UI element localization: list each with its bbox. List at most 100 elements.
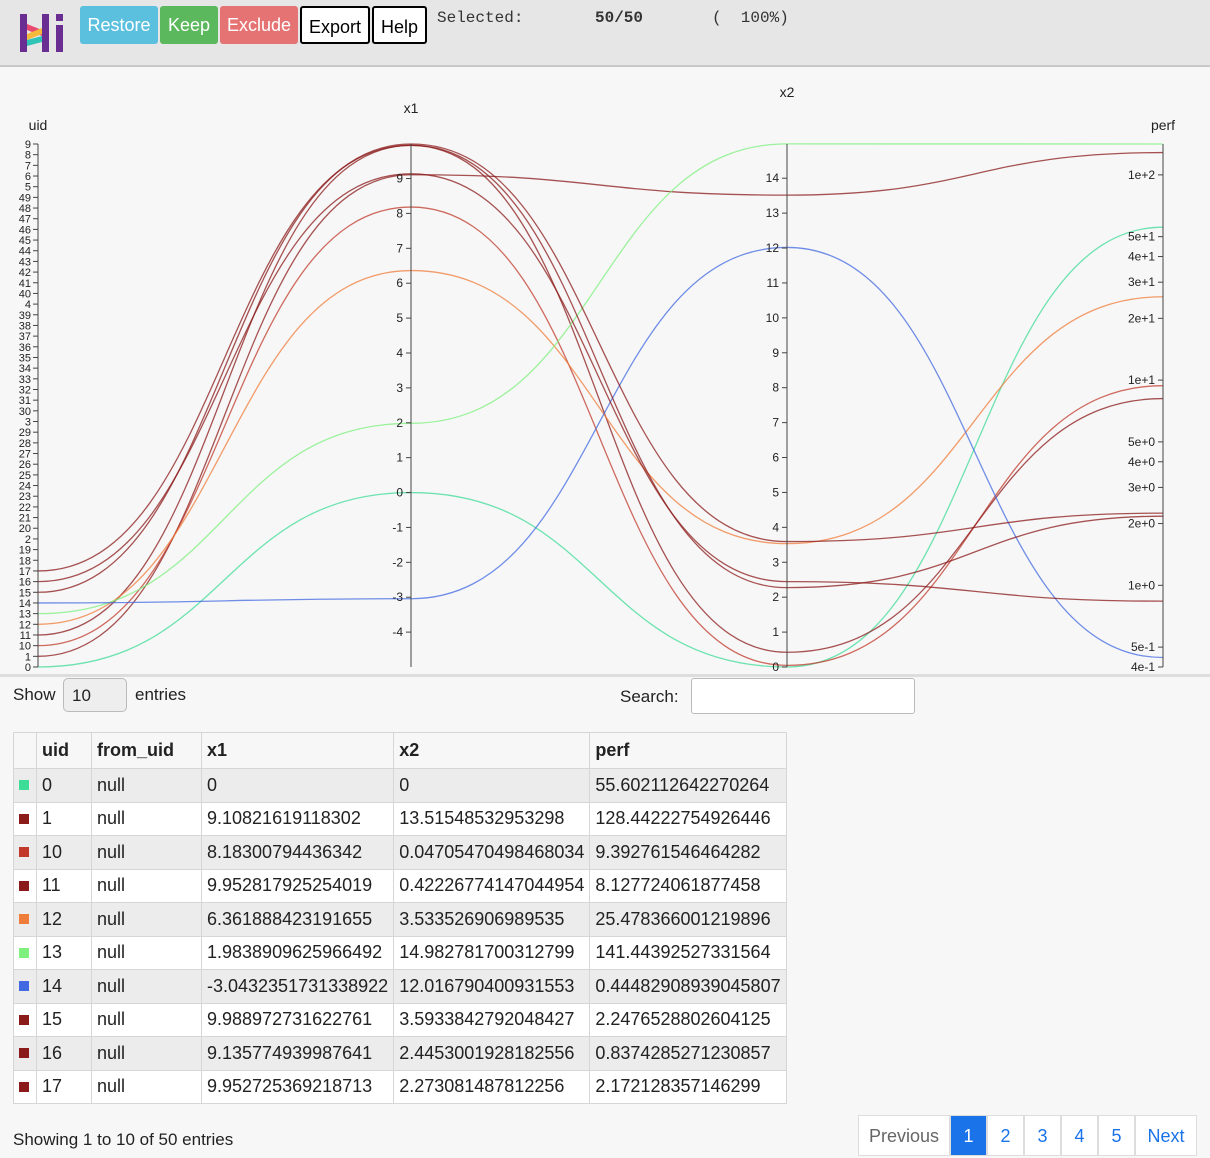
- table-row: 14 null -3.0432351731338922 12.016790400931…: [13, 969, 787, 1004]
- tick-label: 9: [396, 172, 403, 186]
- uid-tick-label: 9: [25, 139, 31, 151]
- uid-tick-label: 25: [19, 470, 31, 482]
- uid-tick-label: 45: [19, 235, 31, 247]
- uid-tick-label: 30: [19, 406, 31, 418]
- uid-tick-label: 28: [19, 438, 31, 450]
- table-cell: 2.2476528802604125: [589, 1002, 787, 1037]
- tick-label: 1e+1: [1128, 373, 1155, 387]
- color-swatch: [19, 1081, 29, 1092]
- color-swatch: [19, 880, 29, 891]
- uid-tick-label: 33: [19, 374, 31, 386]
- table-cell: 55.602112642270264: [589, 768, 787, 803]
- tick-label: 5e+0: [1128, 435, 1155, 449]
- exclude-button[interactable]: Exclude: [220, 6, 298, 44]
- page-button[interactable]: 3: [1024, 1115, 1061, 1156]
- data-line: [37, 143, 1164, 615]
- column-header[interactable]: x2: [393, 732, 591, 769]
- column-header[interactable]: perf: [589, 732, 787, 769]
- table-cell: 0.8374285271230857: [589, 1036, 787, 1071]
- uid-tick-label: 40: [19, 288, 31, 300]
- page-button[interactable]: 5: [1098, 1115, 1135, 1156]
- table-cell: -3.0432351731338922: [200, 969, 395, 1004]
- column-header[interactable]: x1: [200, 732, 395, 769]
- table-cell: 2.4453001928182556: [393, 1036, 591, 1071]
- uid-tick-label: 47: [19, 214, 31, 226]
- table-cell: 2.172128357146299: [589, 1069, 787, 1104]
- table-cell: 0: [200, 768, 395, 803]
- tick-label: 2e+1: [1128, 311, 1155, 325]
- uid-tick-label: 12: [19, 619, 31, 631]
- tick-label: 4e-1: [1131, 660, 1155, 674]
- column-header[interactable]: uid: [36, 732, 92, 769]
- tick-label: 4: [396, 346, 403, 360]
- color-cell: [13, 935, 37, 970]
- table-cell: 0.44482908939045807: [589, 969, 787, 1004]
- uid-tick-label: 26: [19, 459, 31, 471]
- data-line: [37, 269, 1164, 625]
- table-cell: 3.533526906989535: [393, 902, 591, 937]
- table-info: Showing 1 to 10 of 50 entries: [13, 1130, 234, 1149]
- uid-tick-label: 18: [19, 555, 31, 567]
- uid-tick-label: 23: [19, 491, 31, 503]
- uid-tick-label: 4: [25, 299, 31, 311]
- tick-label: 2e+0: [1128, 517, 1155, 531]
- export-button[interactable]: Export: [300, 6, 370, 44]
- selected-pct: ( 100%): [712, 9, 789, 27]
- color-swatch: [19, 914, 29, 925]
- page-button[interactable]: 4: [1061, 1115, 1098, 1156]
- selected-label: Selected:: [437, 9, 524, 27]
- table-cell: 1.9838909625966492: [200, 935, 395, 970]
- table-cell: 2.273081487812256: [393, 1069, 591, 1104]
- data-line: [37, 246, 1164, 659]
- table-cell: 15: [36, 1002, 92, 1037]
- page-button[interactable]: Previous: [858, 1115, 950, 1156]
- tick-label: 1: [396, 451, 403, 465]
- color-cell: [13, 1069, 37, 1104]
- page-button[interactable]: 2: [987, 1115, 1024, 1156]
- tick-label: 1e+2: [1128, 168, 1155, 182]
- table-cell: null: [91, 1069, 202, 1104]
- table-cell: 10: [36, 835, 92, 870]
- uid-tick-label: 42: [19, 267, 31, 279]
- uid-tick-label: 31: [19, 395, 31, 407]
- column-header[interactable]: from_uid: [91, 732, 202, 769]
- restore-button[interactable]: Restore: [80, 6, 158, 44]
- uid-tick-label: 1: [25, 651, 31, 663]
- color-swatch: [19, 1048, 29, 1059]
- uid-tick-label: 43: [19, 256, 31, 268]
- page-button[interactable]: Next: [1135, 1115, 1197, 1156]
- color-swatch: [19, 847, 29, 858]
- keep-button[interactable]: Keep: [160, 6, 218, 44]
- table-cell: 6.361888423191655: [200, 902, 395, 937]
- show-label: Show: [13, 685, 56, 704]
- header-cell: [13, 732, 37, 769]
- uid-tick-label: 46: [19, 224, 31, 236]
- uid-tick-label: 20: [19, 523, 31, 535]
- page-length-select[interactable]: 10: [63, 678, 127, 712]
- tick-label: 7: [772, 416, 779, 430]
- table-cell: 9.952817925254019: [200, 868, 395, 903]
- help-button[interactable]: Help: [372, 6, 427, 44]
- tick-label: 3: [772, 555, 779, 569]
- search-input[interactable]: [691, 678, 915, 714]
- color-swatch: [19, 981, 29, 992]
- tick-label: 14: [766, 171, 780, 185]
- tick-label: 2: [396, 416, 403, 430]
- page-button[interactable]: 1: [950, 1115, 987, 1156]
- tick-label: 1e+0: [1128, 578, 1155, 592]
- table-cell: 1: [36, 801, 92, 836]
- table-cell: null: [91, 835, 202, 870]
- table-cell: 16: [36, 1036, 92, 1071]
- divider: [0, 674, 1210, 677]
- tick-label: 11: [767, 276, 780, 290]
- table-cell: null: [91, 768, 202, 803]
- table-cell: 141.44392527331564: [589, 935, 787, 970]
- tick-label: 10: [766, 311, 780, 325]
- entries-label: entries: [135, 685, 187, 704]
- table-cell: 14.982781700312799: [393, 935, 591, 970]
- table-cell: null: [91, 969, 202, 1004]
- header-row: uid from_uid x1 x2 perf: [13, 732, 787, 769]
- uid-tick-label: 48: [19, 203, 31, 215]
- axis-title: uid: [29, 117, 48, 133]
